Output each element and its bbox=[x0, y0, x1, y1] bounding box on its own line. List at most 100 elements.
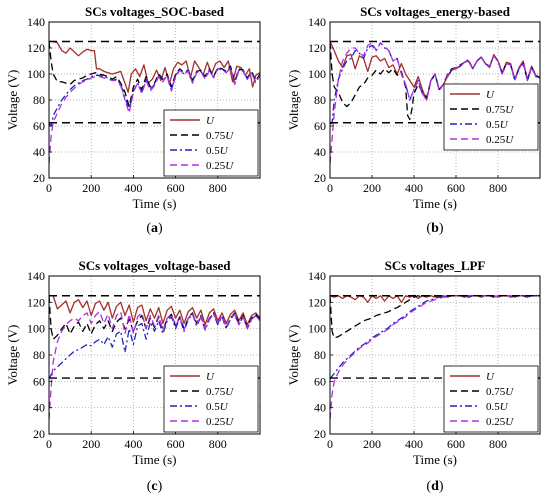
y-tick-label: 40 bbox=[314, 401, 326, 415]
y-tick-label: 80 bbox=[33, 93, 45, 107]
y-tick-label: 40 bbox=[33, 145, 45, 159]
legend-box bbox=[163, 109, 259, 177]
chart-title: SCs voltages_energy-based bbox=[360, 4, 511, 19]
legend-label: 0.75U bbox=[486, 104, 514, 116]
series-line-0_25U bbox=[49, 66, 260, 164]
x-tick-label: 0 bbox=[46, 437, 52, 451]
series-line-U bbox=[49, 295, 260, 326]
y-tick-label: 120 bbox=[308, 41, 326, 55]
y-tick-label: 80 bbox=[314, 348, 326, 362]
legend-box bbox=[443, 83, 539, 151]
legend: U 0.75U 0.5U 0.25U bbox=[443, 365, 539, 433]
y-tick-label: 80 bbox=[314, 93, 326, 107]
legend: U 0.75U 0.5U 0.25U bbox=[443, 83, 539, 151]
y-tick-label: 60 bbox=[314, 119, 326, 133]
y-tick-label: 40 bbox=[33, 401, 45, 415]
y-tick-label: 100 bbox=[308, 67, 326, 81]
y-tick-label: 60 bbox=[314, 374, 326, 388]
series-group bbox=[49, 40, 260, 164]
y-axis-label: Voltage (V) bbox=[286, 70, 301, 131]
legend-label: 0.5U bbox=[486, 401, 509, 413]
x-axis-label: Time (s) bbox=[413, 452, 457, 467]
panel-caption: (a) bbox=[146, 221, 163, 236]
legend-label: 0.5U bbox=[206, 401, 229, 413]
x-tick-label: 0 bbox=[46, 181, 52, 195]
y-tick-label: 100 bbox=[308, 322, 326, 336]
y-tick-label: 140 bbox=[308, 15, 326, 29]
x-tick-label: 800 bbox=[209, 437, 227, 451]
series-line-0_25U bbox=[49, 310, 260, 420]
y-axis-label: Voltage (V) bbox=[5, 70, 20, 131]
y-tick-label: 120 bbox=[27, 295, 45, 309]
y-tick-label: 100 bbox=[27, 67, 45, 81]
panel-c: 0 200 400 600 800 20 40 60 80 100 120 140 SCs voltag… bbox=[5, 258, 261, 494]
legend-box bbox=[163, 365, 259, 433]
y-tick-label: 120 bbox=[308, 295, 326, 309]
legend-label: 0.25U bbox=[486, 134, 514, 146]
panel-d: 0 200 400 600 800 20 40 60 80 100 120 140 SCs voltag… bbox=[286, 258, 541, 494]
x-tick-label: 200 bbox=[82, 437, 100, 451]
x-axis-label: Time (s) bbox=[133, 452, 177, 467]
legend-label: U bbox=[206, 371, 215, 383]
chart-title: SCs voltages_LPF bbox=[385, 258, 486, 273]
series-line-0_25U bbox=[330, 42, 540, 164]
y-tick-label: 20 bbox=[33, 427, 45, 441]
y-tick-label: 20 bbox=[33, 171, 45, 185]
legend-label: U bbox=[486, 89, 495, 101]
x-tick-label: 800 bbox=[209, 181, 227, 195]
legend-label: 0.75U bbox=[206, 386, 234, 398]
y-tick-label: 120 bbox=[27, 41, 45, 55]
legend-label: 0.25U bbox=[206, 160, 234, 172]
x-axis-label: Time (s) bbox=[413, 196, 457, 211]
x-tick-label: 0 bbox=[327, 437, 333, 451]
chart-title: SCs voltages_SOC-based bbox=[85, 4, 225, 19]
legend-label: U bbox=[206, 115, 215, 127]
panel-a: 0 200 400 600 800 20 40 60 80 100 120 140 SCs voltag… bbox=[5, 4, 261, 236]
x-tick-label: 200 bbox=[363, 437, 381, 451]
legend: U 0.75U 0.5U 0.25U bbox=[163, 365, 259, 433]
y-tick-label: 140 bbox=[27, 269, 45, 283]
panel-b: 0 200 400 600 800 20 40 60 80 100 120 140 SCs voltag… bbox=[286, 4, 541, 236]
x-tick-label: 800 bbox=[489, 437, 507, 451]
x-tick-label: 400 bbox=[124, 437, 142, 451]
x-tick-label: 600 bbox=[447, 437, 465, 451]
legend-label: 0.25U bbox=[486, 416, 514, 428]
x-tick-label: 800 bbox=[489, 181, 507, 195]
x-axis-label: Time (s) bbox=[133, 196, 177, 211]
legend-label: 0.25U bbox=[206, 416, 234, 428]
series-group bbox=[49, 295, 260, 420]
chart-title: SCs voltages_voltage-based bbox=[78, 258, 231, 273]
legend-label: 0.5U bbox=[486, 119, 509, 131]
panel-caption: (c) bbox=[147, 479, 163, 494]
y-tick-label: 40 bbox=[314, 145, 326, 159]
legend-label: U bbox=[486, 371, 495, 383]
legend: U 0.75U 0.5U 0.25U bbox=[163, 109, 259, 177]
legend-label: 0.75U bbox=[486, 386, 514, 398]
y-tick-label: 60 bbox=[33, 374, 45, 388]
y-tick-label: 140 bbox=[27, 15, 45, 29]
y-axis-label: Voltage (V) bbox=[286, 325, 301, 386]
legend-label: 0.75U bbox=[206, 130, 234, 142]
x-tick-label: 400 bbox=[405, 437, 423, 451]
x-tick-label: 600 bbox=[447, 181, 465, 195]
series-line-U bbox=[49, 40, 260, 93]
series-line-0_5U bbox=[49, 66, 260, 127]
x-tick-label: 200 bbox=[82, 181, 100, 195]
y-tick-label: 80 bbox=[33, 348, 45, 362]
y-axis-label: Voltage (V) bbox=[5, 325, 20, 386]
x-tick-label: 0 bbox=[327, 181, 333, 195]
x-tick-label: 400 bbox=[405, 181, 423, 195]
series-line-0_5U bbox=[330, 295, 540, 380]
panel-caption: (b) bbox=[426, 221, 443, 236]
y-tick-label: 60 bbox=[33, 119, 45, 133]
y-tick-label: 100 bbox=[27, 322, 45, 336]
series-line-0_25U bbox=[330, 295, 540, 420]
x-tick-label: 400 bbox=[124, 181, 142, 195]
y-tick-label: 20 bbox=[314, 171, 326, 185]
x-tick-label: 600 bbox=[167, 437, 185, 451]
x-tick-label: 600 bbox=[167, 181, 185, 195]
grid-lines bbox=[49, 276, 260, 434]
legend-label: 0.5U bbox=[206, 145, 229, 157]
legend-box bbox=[443, 365, 539, 433]
